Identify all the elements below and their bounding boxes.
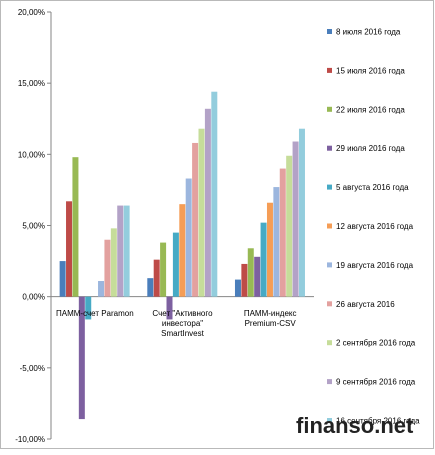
legend-swatch bbox=[327, 418, 332, 423]
legend-swatch bbox=[327, 223, 332, 229]
bar bbox=[153, 259, 160, 297]
legend-label: 19 августа 2016 года bbox=[336, 261, 414, 270]
bar bbox=[286, 155, 293, 297]
legend-label: 16 сентября 2016 года bbox=[336, 417, 420, 426]
bar bbox=[98, 281, 105, 297]
legend-swatch bbox=[327, 262, 332, 268]
legend-label: 8 июля 2016 года bbox=[336, 28, 401, 37]
bar bbox=[247, 248, 254, 297]
bar bbox=[298, 128, 305, 297]
legend-label: 15 июля 2016 года bbox=[336, 66, 405, 75]
legend-label: 29 июля 2016 года bbox=[336, 144, 405, 153]
legend-swatch bbox=[327, 379, 332, 385]
bar bbox=[260, 222, 267, 297]
y-tick-label: 5,00% bbox=[22, 222, 45, 231]
legend-label: 5 августа 2016 года bbox=[336, 183, 409, 192]
bar bbox=[59, 261, 66, 297]
bar bbox=[185, 178, 192, 297]
legend-swatch bbox=[327, 301, 332, 307]
bar bbox=[166, 296, 173, 320]
y-tick-label: -10,00% bbox=[15, 435, 45, 444]
legend-label: 22 июля 2016 года bbox=[336, 105, 405, 114]
category-label: ПАММ-индекс Premium-CSV bbox=[244, 309, 297, 328]
legend-swatch bbox=[327, 106, 332, 112]
bar bbox=[72, 157, 79, 297]
bar bbox=[179, 204, 186, 297]
bar bbox=[66, 201, 73, 297]
legend-swatch bbox=[327, 67, 332, 73]
legend-swatch bbox=[327, 29, 332, 34]
legend-swatch bbox=[327, 145, 332, 151]
category-label: Счет "Активного инвестора" SmartInvest bbox=[152, 309, 213, 338]
bar bbox=[241, 263, 248, 297]
bar bbox=[234, 279, 241, 297]
bar bbox=[160, 242, 167, 297]
bar bbox=[110, 228, 117, 297]
category-labels: ПАММ-счет Paramon Счет "Активного инвестор… bbox=[56, 309, 297, 338]
y-tick-label: 0,00% bbox=[22, 293, 45, 302]
bar bbox=[85, 296, 92, 320]
bar bbox=[192, 142, 199, 297]
bar bbox=[104, 239, 111, 297]
y-tick-label: -5,00% bbox=[20, 364, 45, 373]
bar bbox=[254, 256, 261, 297]
y-tick-label: 20,00% bbox=[18, 8, 45, 17]
bar bbox=[198, 128, 205, 297]
bar bbox=[123, 205, 130, 297]
bar bbox=[266, 202, 273, 297]
chart-legend: 8 июля 2016 года 15 июля 2016 года 22 июля… bbox=[327, 28, 420, 426]
y-tick-label: 15,00% bbox=[18, 79, 45, 88]
legend-label: 9 сентября 2016 года bbox=[336, 378, 416, 387]
bar bbox=[273, 187, 280, 297]
legend-swatch bbox=[327, 184, 332, 190]
bar bbox=[292, 141, 299, 297]
bar bbox=[211, 91, 218, 297]
legend-label: 26 августа 2016 bbox=[336, 300, 395, 309]
bar bbox=[147, 278, 154, 297]
legend-label: 2 сентября 2016 года bbox=[336, 339, 416, 348]
bar bbox=[117, 205, 124, 297]
chart-bars bbox=[59, 91, 305, 420]
category-label: ПАММ-счет Paramon bbox=[56, 309, 134, 318]
bar bbox=[78, 296, 85, 420]
watermark: finanso.net bbox=[296, 413, 414, 438]
bar bbox=[204, 108, 211, 297]
legend-label: 12 августа 2016 года bbox=[336, 222, 414, 231]
legend-swatch bbox=[327, 340, 332, 346]
bar bbox=[279, 168, 286, 297]
bar bbox=[172, 232, 179, 297]
y-tick-label: 10,00% bbox=[18, 150, 45, 159]
